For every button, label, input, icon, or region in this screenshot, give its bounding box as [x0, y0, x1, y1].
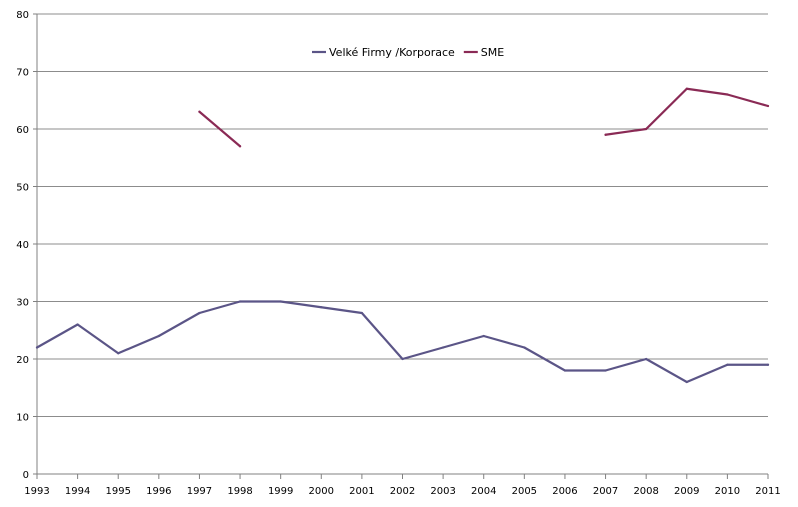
data-point-1	[726, 93, 729, 96]
data-point-0	[563, 369, 567, 372]
x-tick-label: 1996	[146, 486, 171, 497]
series-line-0	[35, 300, 770, 384]
x-tick-label: 1997	[187, 486, 212, 497]
x-tick-label: 2010	[715, 486, 740, 497]
data-point-0	[401, 357, 404, 361]
data-point-0	[157, 334, 160, 338]
y-tick-label: 0	[23, 470, 29, 481]
y-tick-label: 70	[16, 68, 29, 79]
data-point-0	[685, 380, 688, 384]
y-tick-label: 20	[16, 355, 29, 366]
data-point-0	[442, 346, 445, 349]
x-tick-label: 1993	[24, 486, 49, 497]
x-axis-ticks: 1993 1994 1995 1996 1997 1998 1999 2000 2001 2002…	[24, 474, 781, 497]
x-tick-label: 1999	[268, 486, 293, 497]
data-point-0	[238, 300, 242, 303]
x-tick-label: 2007	[593, 486, 618, 497]
data-point-0	[117, 352, 120, 355]
data-point-0	[523, 346, 526, 349]
data-point-0	[726, 363, 729, 366]
x-tick-label: 2006	[552, 486, 577, 497]
legend: Velké Firmy /Korporace SME	[312, 46, 504, 59]
x-tick-label: 2008	[633, 486, 658, 497]
y-tick-label: 50	[16, 183, 29, 194]
data-point-0	[35, 346, 39, 349]
series-line-1	[604, 87, 770, 136]
legend-label-0: Velké Firmy /Korporace	[329, 46, 455, 59]
y-tick-label: 10	[16, 413, 29, 424]
data-point-0	[279, 300, 282, 303]
data-point-1	[604, 133, 607, 136]
x-tick-label: 1994	[65, 486, 90, 497]
data-point-1	[685, 87, 688, 90]
data-point-1	[766, 104, 770, 108]
x-tick-label: 1998	[227, 486, 252, 497]
x-tick-label: 2004	[471, 486, 496, 497]
x-tick-label: 2009	[674, 486, 699, 497]
data-point-1	[645, 127, 648, 131]
y-axis-ticks: 0 10 20 30 40 50 60 70 80	[16, 10, 37, 481]
y-tick-label: 60	[16, 125, 29, 136]
data-point-0	[360, 311, 363, 315]
series-line-1	[198, 110, 242, 148]
gridlines	[37, 13, 768, 417]
x-tick-label: 2011	[755, 486, 780, 497]
x-tick-label: 1995	[105, 486, 130, 497]
data-point-0	[320, 306, 323, 309]
y-tick-label: 80	[16, 10, 29, 21]
y-tick-label: 30	[16, 298, 29, 309]
data-point-0	[76, 323, 79, 326]
data-point-0	[482, 334, 485, 338]
x-tick-label: 2005	[512, 486, 537, 497]
data-point-0	[766, 363, 770, 366]
x-tick-label: 2000	[309, 486, 334, 497]
data-point-0	[198, 311, 201, 315]
data-point-0	[604, 369, 607, 372]
data-point-1	[238, 145, 242, 148]
x-tick-label: 2003	[430, 486, 455, 497]
x-tick-label: 2002	[390, 486, 415, 497]
data-point-0	[645, 357, 648, 361]
x-tick-label: 2001	[349, 486, 374, 497]
data-point-1	[198, 110, 201, 113]
y-tick-label: 40	[16, 240, 29, 251]
series-lines	[35, 87, 770, 384]
legend-label-1: SME	[481, 46, 504, 59]
corner-mark: '	[795, 0, 798, 7]
